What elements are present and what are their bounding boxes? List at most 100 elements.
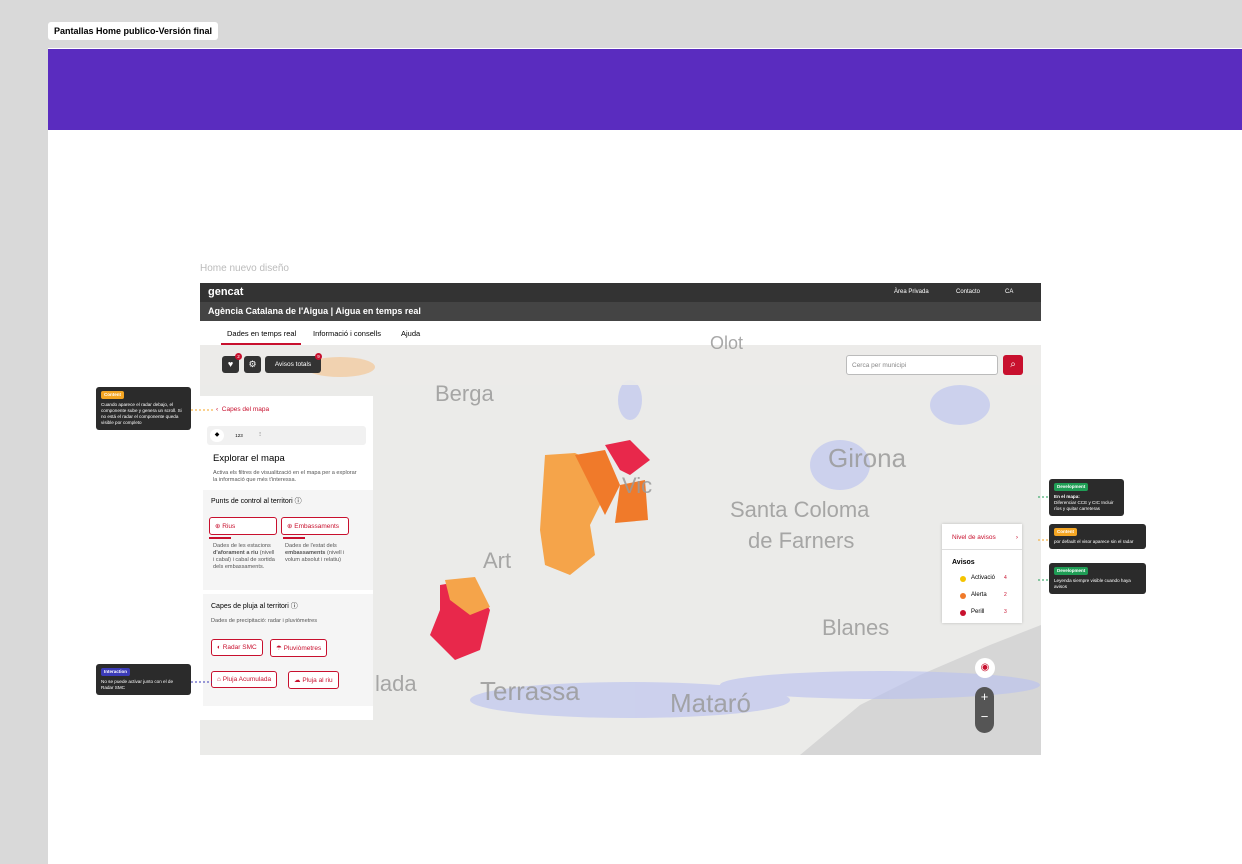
text: (nivell i cabal) i cabal de sortida dels… — [213, 550, 275, 570]
underline — [209, 537, 231, 539]
back-link[interactable]: ‹ Capes del mapa — [216, 406, 270, 413]
legend-count: 4 — [1004, 575, 1007, 581]
annotation-tag: Development — [1054, 567, 1089, 575]
locate-button[interactable]: ◉ — [975, 658, 995, 678]
search-input[interactable]: Cerca per municipi — [846, 355, 998, 375]
favorites-button[interactable]: ♥ — [222, 356, 239, 373]
description: Dades de les estacions d'aforament a riu… — [213, 543, 277, 571]
radar — [470, 380, 1040, 718]
legend-title-text: Nivel de avisos — [952, 534, 996, 541]
annotation-tag: Development — [1054, 483, 1089, 491]
alerts-button[interactable]: Avisos totals — [265, 356, 321, 373]
button-text: Embassaments — [294, 523, 340, 530]
annotation: Content Cuando aparece el radar debajo, e… — [96, 387, 191, 430]
place: Art — [483, 548, 512, 573]
search-button[interactable]: ⌕ — [1003, 355, 1023, 375]
button-text: Pluja Acumulada — [222, 676, 272, 683]
region — [305, 357, 375, 377]
description: Dades de l'estat dels embassaments (nive… — [285, 543, 349, 564]
region — [445, 577, 490, 615]
badge: 2 — [235, 353, 242, 360]
region — [615, 480, 648, 523]
region — [605, 440, 650, 475]
panel-title: Explorar el mapa — [213, 453, 285, 464]
filter-button[interactable]: ☂ Pluviòmetres — [270, 639, 328, 657]
place: Terrassa — [480, 676, 580, 706]
place: de Farners — [748, 528, 855, 553]
top-bar: gencat Àrea Privada Contacto CA — [200, 283, 1041, 302]
section-title-text: Punts de control al territori — [211, 498, 293, 505]
brand: gencat — [208, 286, 244, 298]
legend-dot — [960, 576, 966, 582]
legend-label: Alerta — [971, 592, 987, 598]
legend-dot — [960, 610, 966, 616]
text: d'aforament a riu — [213, 550, 259, 556]
back-text: Capes del mapa — [221, 406, 270, 413]
section-title-text: Capes de pluja al territori — [211, 603, 289, 610]
annotation-text: por default el visor aparece sin el rada… — [1054, 539, 1134, 544]
annotation-tag: Content — [1054, 528, 1077, 536]
text: Dades de l'estat dels — [285, 543, 337, 549]
button-text: Pluja al riu — [302, 677, 333, 684]
site-title: Agència Catalana de l'Aigua | Aigua en t… — [208, 306, 421, 316]
tabs: Dades en temps real Informació i consell… — [200, 321, 1041, 345]
annotation-text: Diferenciar CCE y CIC Incluir ríos y qui… — [1054, 500, 1114, 511]
filter-button[interactable]: ☁ Pluja al riu — [288, 671, 339, 689]
section-title: Capes de pluja al territori ⓘ — [211, 603, 298, 610]
place: lada — [375, 671, 417, 696]
place: Santa Coloma — [730, 497, 870, 522]
tab[interactable]: Ajuda — [401, 329, 421, 338]
button-text: Radar SMC — [222, 644, 257, 651]
annotation-tag: Content — [101, 391, 124, 399]
settings-button[interactable]: ⚙ — [244, 356, 261, 373]
badge: 9 — [315, 353, 322, 360]
tab-underline — [221, 343, 301, 345]
purple-band — [48, 49, 1242, 130]
legend-label: Perill — [971, 609, 985, 615]
annotation-text: Leyenda siempre visible cuando haya avis… — [1054, 578, 1131, 589]
place: Berga — [435, 381, 494, 406]
title-bar: Agència Catalana de l'Aigua | Aigua en t… — [200, 302, 1041, 321]
tab-icon[interactable]: ⫶ — [259, 432, 261, 438]
language[interactable]: CA — [1005, 289, 1014, 295]
link[interactable]: Àrea Privada — [894, 289, 929, 295]
filter-button[interactable]: ◐ Radar SMC — [211, 639, 263, 656]
tab-icon[interactable]: ◆ — [210, 429, 224, 442]
screen-label: Home nuevo diseño — [200, 263, 289, 274]
place: Olot — [710, 333, 744, 353]
legend-count: 3 — [1004, 609, 1007, 615]
button-text: Pluviòmetres — [283, 645, 322, 652]
filter-button[interactable]: ⊕ Embassaments — [281, 517, 349, 535]
underline — [283, 537, 305, 539]
region — [575, 450, 620, 515]
annotation: Content por default el visor aparece sin … — [1049, 524, 1146, 549]
legend-count: 2 — [1004, 592, 1007, 598]
filter-button[interactable]: ⊕ Rius — [209, 517, 277, 535]
legend-title[interactable]: Nivel de avisos › — [952, 534, 1018, 541]
legend-heading: Avisos — [952, 559, 975, 566]
panel-tabs: ◆ 123 ⫶ — [207, 426, 366, 445]
app: gencat Àrea Privada Contacto CA Agència … — [200, 283, 1041, 755]
region — [540, 453, 605, 575]
annotation-tag: Interaction — [101, 668, 131, 676]
button-text: Rius — [222, 523, 236, 530]
text: Dades de les estacions — [213, 543, 271, 549]
section-title: Punts de control al territori ⓘ — [211, 498, 302, 505]
annotation: Development En el mapa: Diferenciar CCE y … — [1049, 479, 1124, 516]
annotation-text: No se puede activar junto con el de Rada… — [101, 679, 174, 690]
annotation-bold: En el mapa: — [1054, 494, 1080, 499]
tab-icon[interactable]: 123 — [235, 433, 243, 438]
section — [203, 490, 373, 590]
zoom-control[interactable]: + − — [975, 687, 994, 733]
tab[interactable]: Dades en temps real — [227, 329, 297, 338]
place: Blanes — [822, 615, 890, 640]
filter-button[interactable]: ⌂ Pluja Acumulada — [211, 671, 278, 688]
annotation-text: Cuando aparece el radar debajo, el compo… — [101, 402, 182, 425]
legend-label: Activació — [971, 575, 996, 581]
place: Mataró — [670, 688, 751, 718]
panel-intro: Activa els filtres de visualització en e… — [213, 470, 357, 483]
tab[interactable]: Informació i consells — [313, 329, 381, 338]
panel: ‹ Capes del mapa ◆ 123 ⫶ Explorar el map… — [200, 396, 373, 720]
link[interactable]: Contacto — [956, 289, 981, 295]
